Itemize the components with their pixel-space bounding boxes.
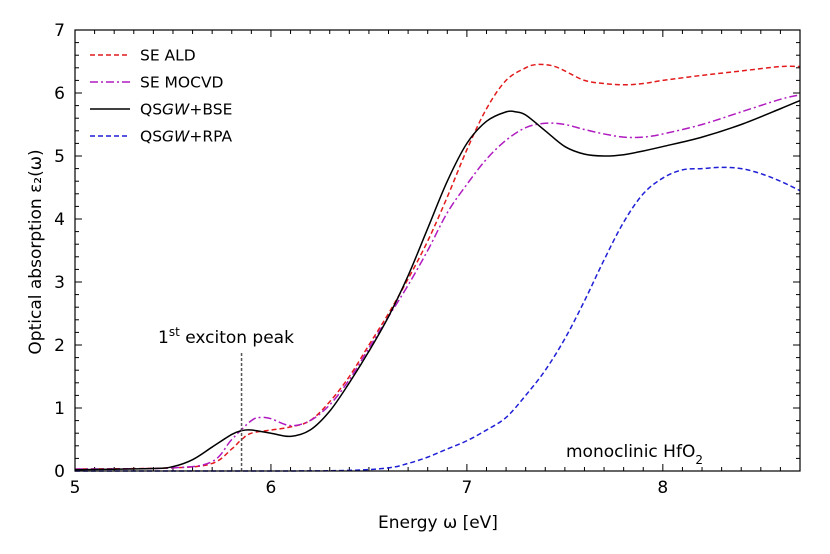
series-layer	[74, 63, 801, 472]
series-line-se-mocvd	[74, 94, 801, 470]
legend-label: QSGW+RPA	[140, 128, 233, 146]
series-line-qsgw-bse	[74, 99, 801, 471]
legend-label: QSGW+BSE	[140, 101, 232, 119]
y-tick-label: 3	[54, 273, 65, 293]
y-tick-label: 1	[54, 399, 65, 419]
material-annotation: monoclinic HfO2	[566, 442, 703, 467]
x-axis-title: Energy ω [eV]	[378, 513, 498, 533]
y-tick-label: 4	[54, 210, 65, 230]
x-tick-label: 7	[461, 478, 472, 498]
legend: SE ALD SE MOCVD QSGW+BSE QSGW+RPA	[90, 47, 233, 146]
y-axis-title: Optical absorption ε₂(ω)	[26, 149, 46, 354]
y-tick-label: 6	[54, 84, 65, 104]
y-tick-label: 0	[54, 462, 65, 482]
y-tick-label: 2	[54, 336, 65, 356]
x-tick-label: 6	[266, 478, 277, 498]
y-tick-label: 5	[54, 147, 65, 167]
legend-label: SE MOCVD	[140, 74, 224, 92]
series-line-se-ald	[74, 63, 801, 470]
series-line-qsgw-rpa	[74, 166, 801, 472]
y-tick-label: 7	[54, 21, 65, 41]
legend-label: SE ALD	[140, 47, 196, 65]
plot-frame	[74, 29, 801, 472]
x-tick-label: 8	[657, 478, 668, 498]
exciton-annotation: 1st exciton peak	[158, 325, 294, 348]
x-tick-label: 5	[70, 478, 81, 498]
